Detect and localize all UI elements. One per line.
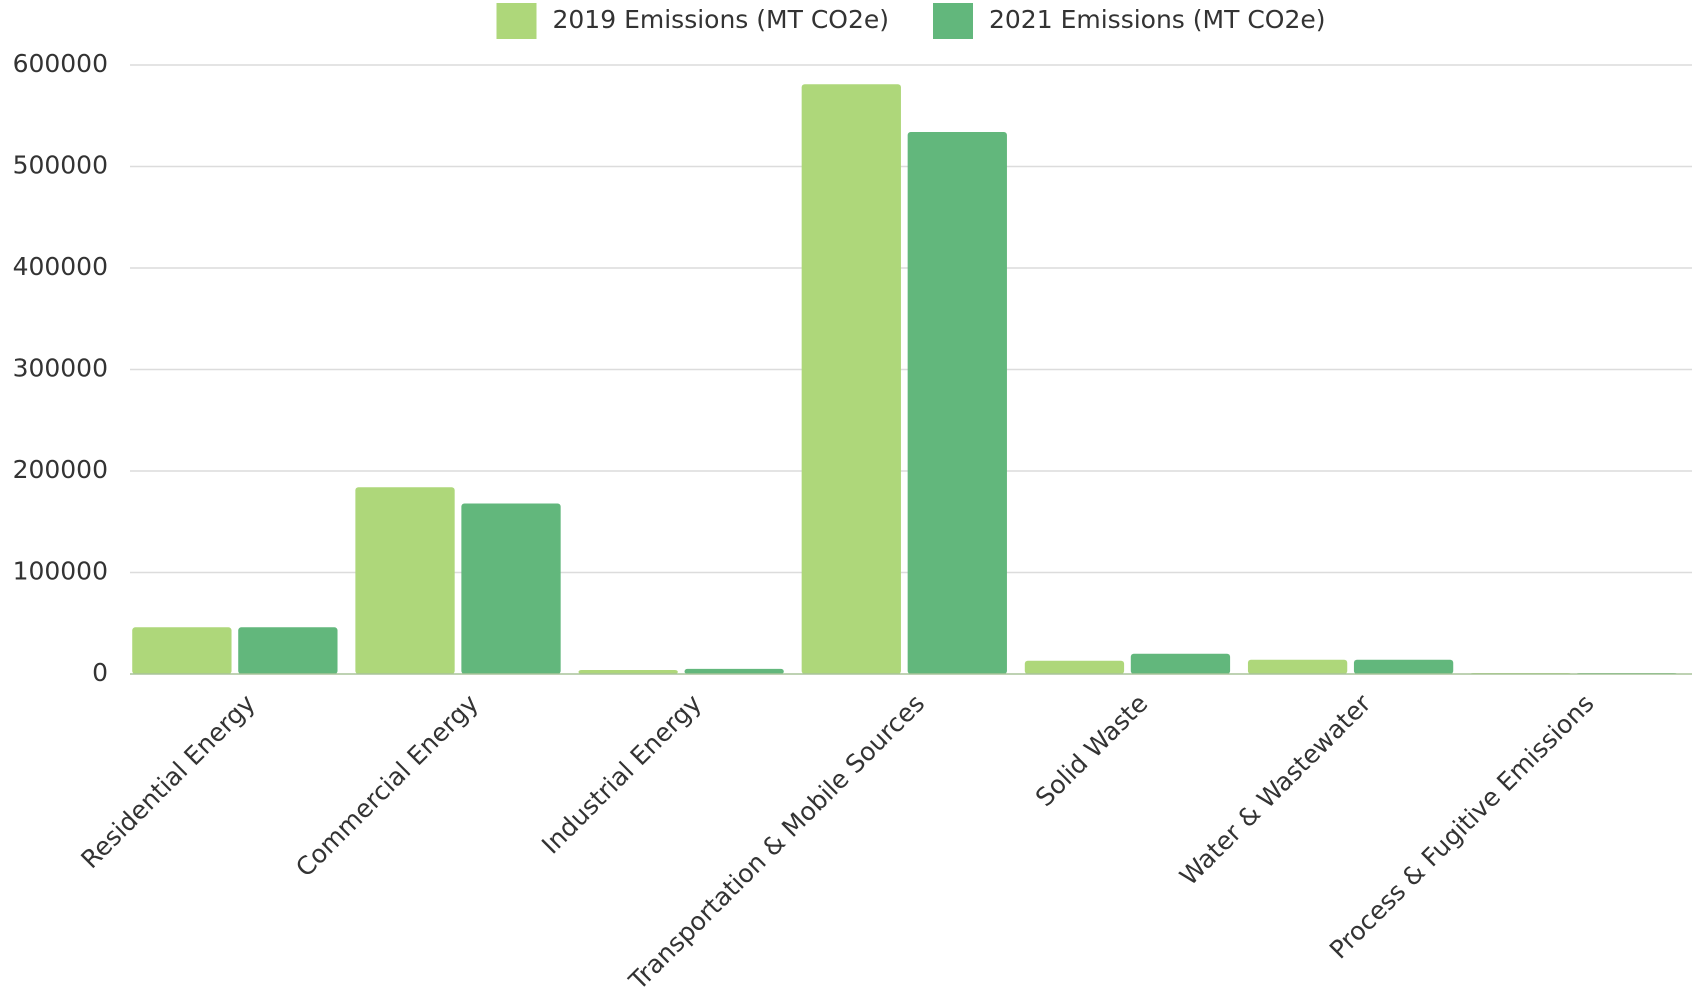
x-tick-label: Solid Waste bbox=[1030, 689, 1153, 812]
bar bbox=[1024, 660, 1125, 674]
bar bbox=[684, 668, 784, 674]
y-tick-label: 500000 bbox=[13, 151, 108, 180]
legend-label: 2019 Emissions (MT CO2e) bbox=[553, 5, 890, 34]
legend-swatch bbox=[496, 3, 537, 39]
bar bbox=[461, 503, 561, 674]
x-tick-label: Commercial Energy bbox=[290, 689, 484, 883]
bar bbox=[578, 669, 678, 674]
x-tick-label: Industrial Energy bbox=[536, 689, 707, 860]
legend-label: 2021 Emissions (MT CO2e) bbox=[989, 5, 1326, 34]
x-tick-label: Residential Energy bbox=[75, 689, 261, 875]
y-tick-label: 400000 bbox=[13, 252, 108, 281]
bar bbox=[238, 627, 338, 674]
bar bbox=[801, 84, 901, 674]
y-tick-label: 0 bbox=[92, 658, 108, 687]
legend: 2019 Emissions (MT CO2e) 2021 Emissions (… bbox=[496, 3, 1326, 39]
y-tick-label: 200000 bbox=[13, 455, 108, 484]
y-tick-label: 600000 bbox=[13, 49, 108, 78]
bar bbox=[907, 131, 1007, 675]
y-tick-label: 100000 bbox=[13, 557, 108, 586]
x-tick-label: Process & Fugitive Emissions bbox=[1324, 689, 1600, 965]
bar bbox=[1130, 653, 1231, 674]
y-tick-label: 300000 bbox=[13, 354, 108, 383]
bar bbox=[1247, 659, 1348, 674]
bar bbox=[355, 487, 455, 674]
x-tick-label: Water & Wastewater bbox=[1174, 688, 1377, 891]
legend-swatch bbox=[933, 3, 973, 39]
bar bbox=[132, 627, 232, 674]
bar bbox=[1353, 659, 1454, 674]
